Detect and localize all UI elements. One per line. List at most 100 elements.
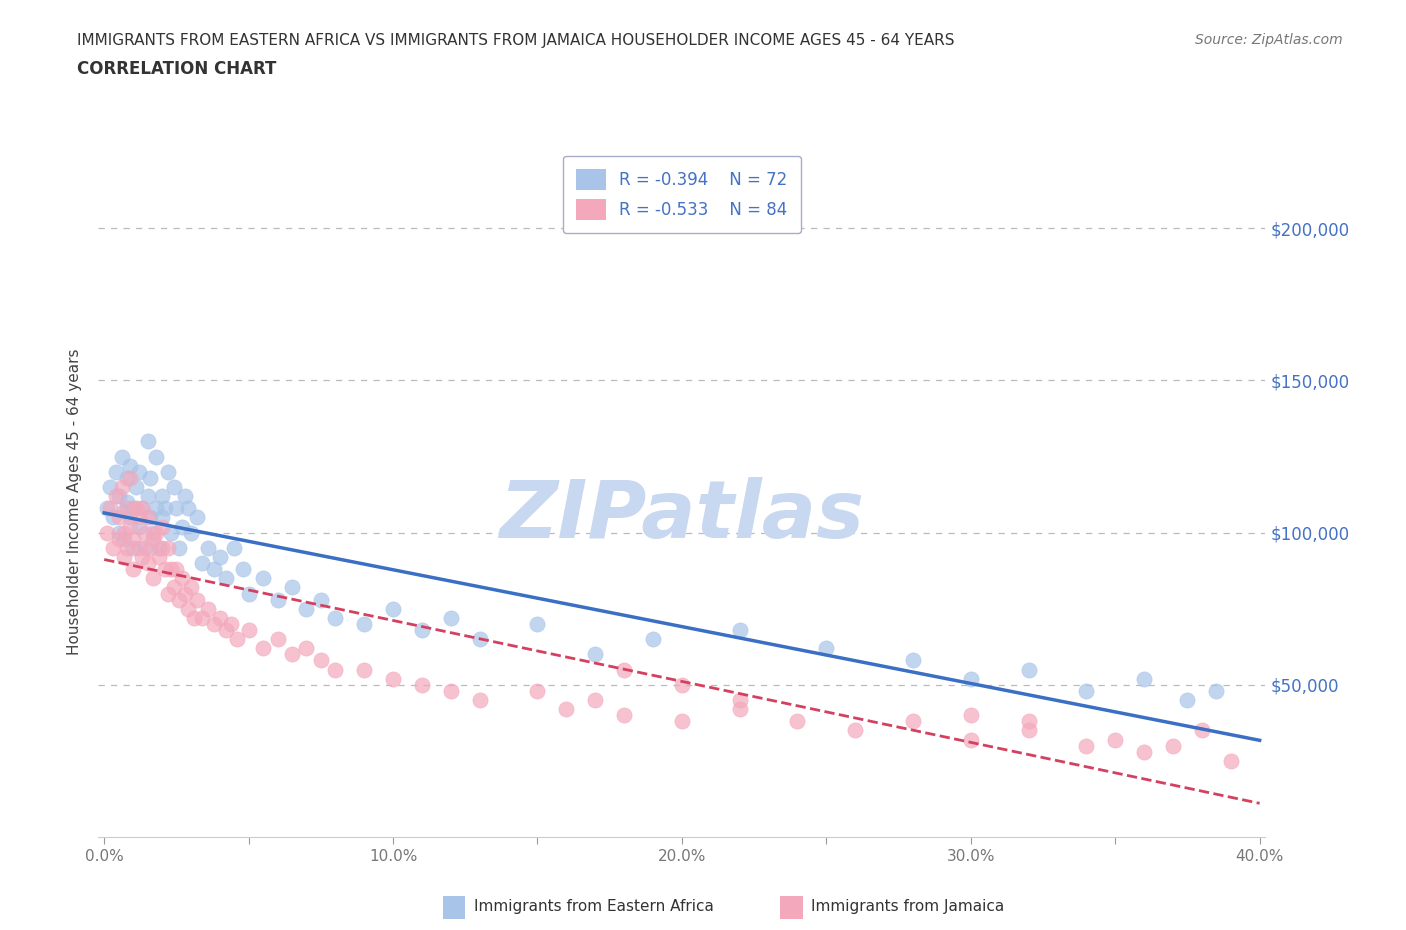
Point: [165, 501, 187, 516]
Text: Immigrants from Eastern Africa: Immigrants from Eastern Africa: [474, 899, 714, 914]
Point: [411, 677, 433, 692]
Point: [142, 531, 165, 546]
Point: [1076, 684, 1098, 698]
Point: [202, 562, 225, 577]
Point: [186, 592, 208, 607]
Point: [180, 525, 202, 540]
Point: [148, 540, 170, 555]
Legend: R = -0.394    N = 72, R = -0.533    N = 84: R = -0.394 N = 72, R = -0.533 N = 84: [562, 155, 801, 233]
Point: [110, 480, 132, 495]
Point: [120, 471, 142, 485]
Point: [180, 580, 202, 595]
Point: [134, 525, 156, 540]
Point: [226, 631, 249, 646]
Point: [110, 449, 132, 464]
Point: [153, 562, 176, 577]
Point: [583, 693, 606, 708]
Point: [162, 480, 184, 495]
Point: [112, 525, 135, 540]
Point: [96, 525, 118, 540]
Point: [959, 708, 981, 723]
Point: [613, 708, 636, 723]
Point: [117, 501, 139, 516]
Text: ZIPatlas: ZIPatlas: [499, 476, 865, 554]
Point: [238, 622, 260, 637]
Point: [728, 693, 751, 708]
Point: [214, 622, 236, 637]
Point: [122, 540, 145, 555]
Point: [104, 464, 127, 479]
Point: [150, 488, 173, 503]
Point: [98, 501, 121, 516]
Text: Immigrants from Jamaica: Immigrants from Jamaica: [811, 899, 1004, 914]
Point: [671, 714, 693, 729]
Point: [214, 571, 236, 586]
Point: [613, 662, 636, 677]
Point: [145, 501, 167, 516]
Point: [112, 550, 135, 565]
Point: [142, 571, 165, 586]
Point: [177, 501, 200, 516]
Point: [1161, 738, 1184, 753]
Point: [323, 610, 346, 625]
Point: [901, 714, 924, 729]
Point: [145, 449, 167, 464]
Point: [641, 631, 664, 646]
Point: [959, 732, 981, 747]
Point: [107, 510, 129, 525]
Point: [309, 592, 332, 607]
Point: [150, 519, 173, 534]
Point: [174, 488, 197, 503]
Point: [174, 586, 197, 601]
Point: [169, 592, 191, 607]
Point: [145, 525, 167, 540]
Point: [959, 671, 981, 686]
Point: [131, 501, 153, 516]
Point: [139, 510, 162, 525]
Point: [191, 610, 214, 625]
Point: [238, 586, 260, 601]
Point: [281, 580, 304, 595]
Point: [172, 571, 194, 586]
Point: [107, 531, 129, 546]
Point: [125, 501, 148, 516]
Point: [411, 622, 433, 637]
Point: [131, 501, 153, 516]
Point: [128, 519, 150, 534]
Point: [128, 464, 150, 479]
Point: [142, 525, 165, 540]
Point: [295, 641, 318, 656]
Point: [107, 525, 129, 540]
Point: [671, 677, 693, 692]
Point: [107, 488, 129, 503]
Point: [728, 622, 751, 637]
Point: [136, 555, 159, 570]
Point: [526, 684, 548, 698]
Point: [156, 586, 179, 601]
Point: [353, 662, 375, 677]
Point: [1191, 723, 1213, 737]
Point: [221, 617, 243, 631]
Point: [159, 562, 181, 577]
Point: [150, 540, 173, 555]
Point: [120, 458, 142, 473]
Point: [128, 540, 150, 555]
Point: [323, 662, 346, 677]
Point: [165, 562, 187, 577]
Text: CORRELATION CHART: CORRELATION CHART: [77, 60, 277, 78]
Point: [162, 580, 184, 595]
Point: [112, 531, 135, 546]
Point: [159, 525, 181, 540]
Point: [122, 531, 145, 546]
Point: [728, 702, 751, 717]
Point: [125, 480, 148, 495]
Point: [150, 510, 173, 525]
Point: [901, 653, 924, 668]
Point: [112, 504, 135, 519]
Point: [1133, 744, 1156, 759]
Point: [208, 610, 231, 625]
Point: [1018, 714, 1040, 729]
Point: [1076, 738, 1098, 753]
Point: [281, 647, 304, 662]
Point: [101, 540, 124, 555]
